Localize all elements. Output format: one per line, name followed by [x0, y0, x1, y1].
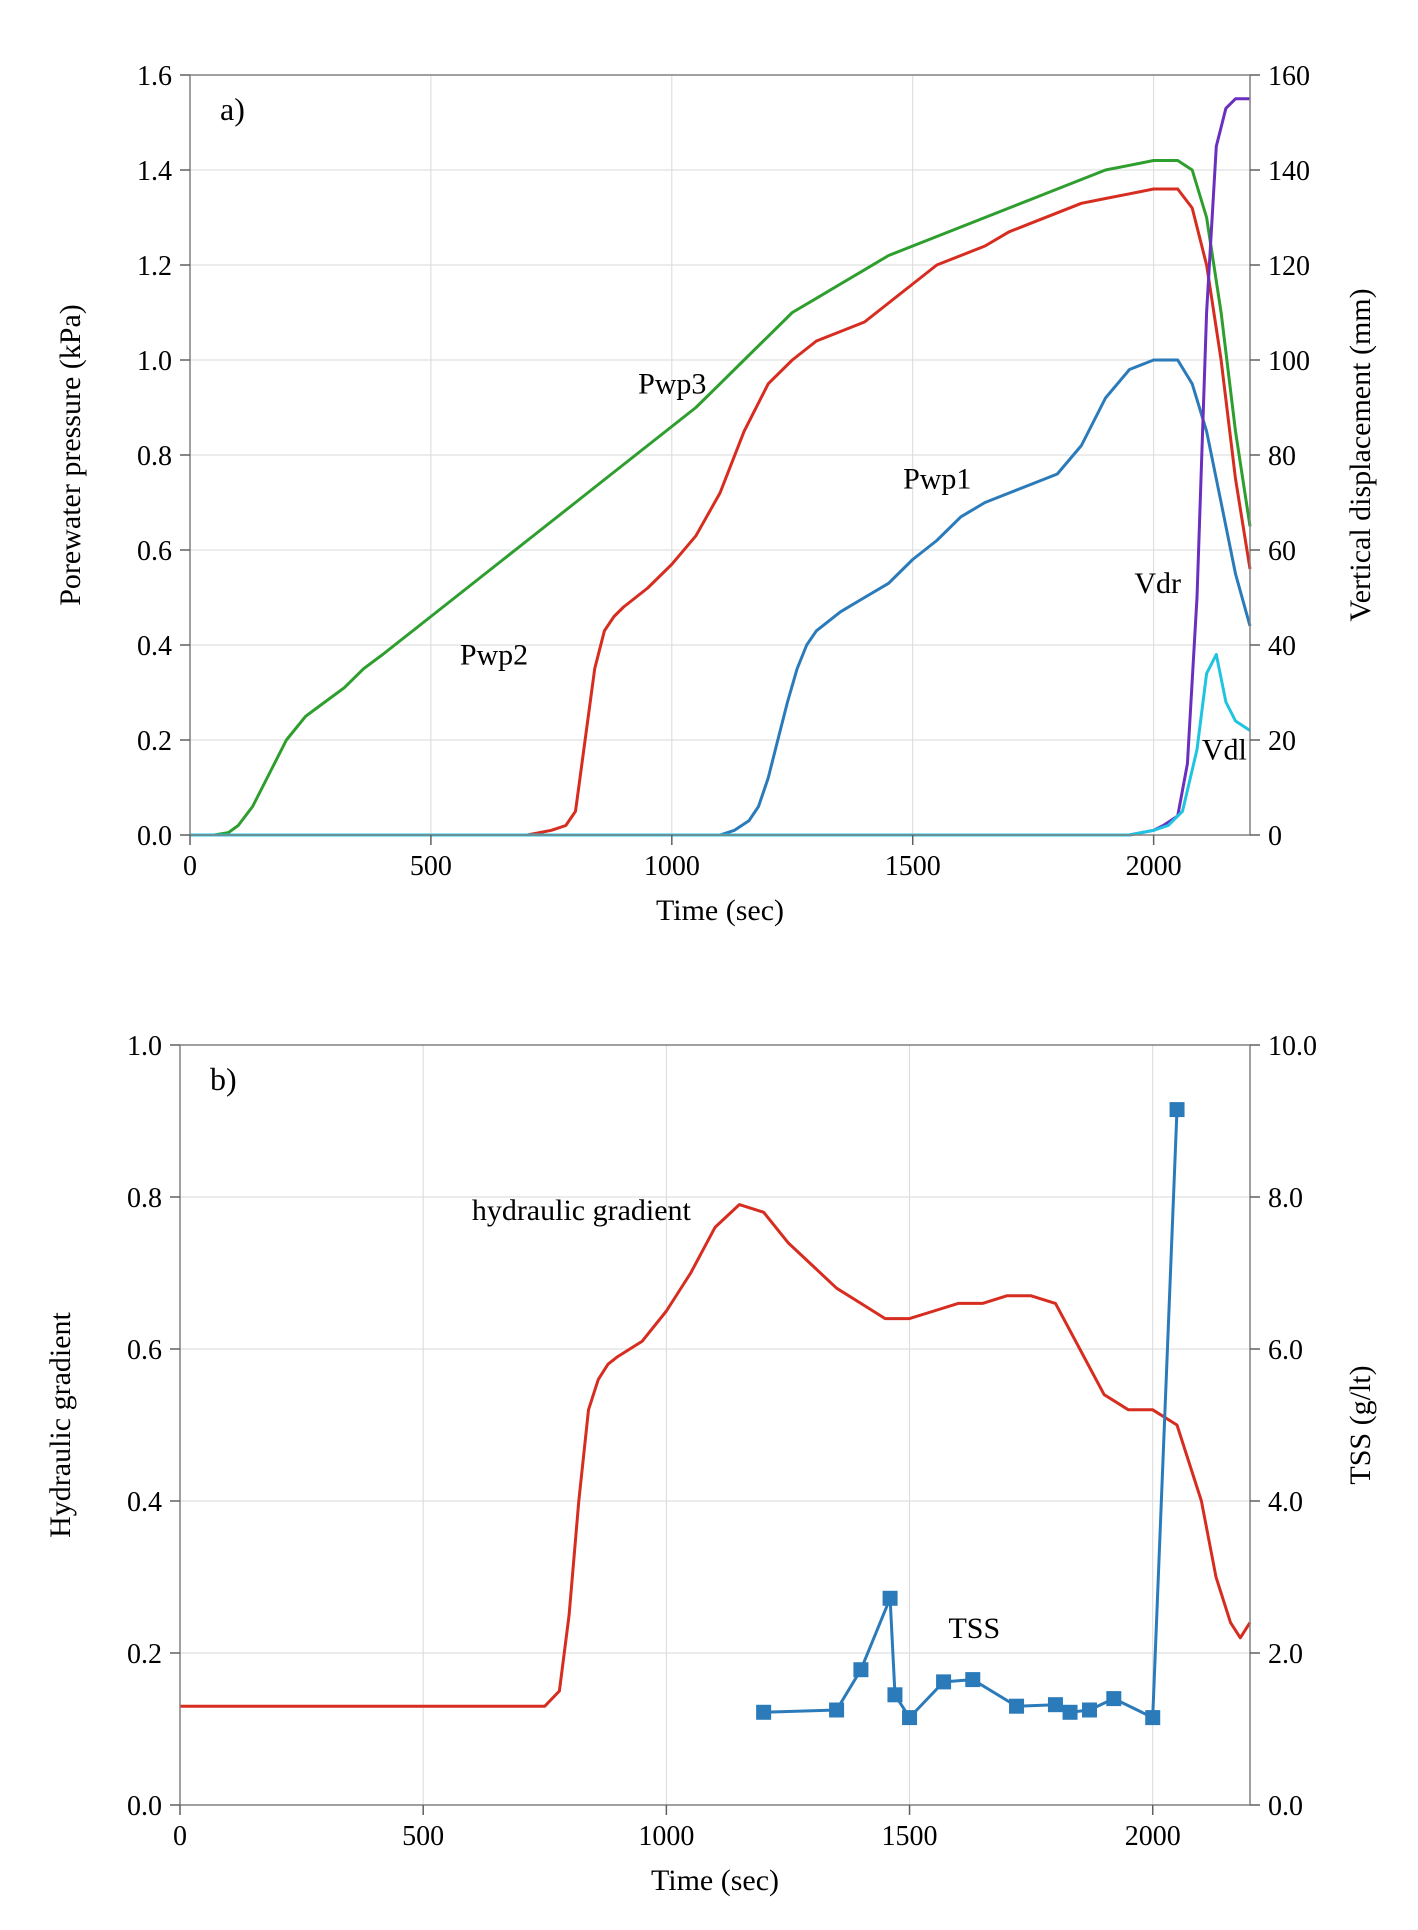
y-left-tick-label: 0.8	[137, 441, 172, 472]
plot-area	[180, 1045, 1250, 1805]
marker-TSS	[888, 1688, 902, 1702]
x-tick-label: 1000	[644, 851, 700, 882]
marker-TSS	[1146, 1711, 1160, 1725]
label-Pwp2: Pwp2	[460, 638, 528, 671]
y-right-tick-label: 60	[1268, 536, 1296, 567]
y-right-tick-label: 40	[1268, 631, 1296, 662]
marker-TSS	[830, 1703, 844, 1717]
marker-TSS	[966, 1673, 980, 1687]
y-left-tick-label: 0.6	[137, 536, 172, 567]
panel-label: b)	[210, 1061, 237, 1097]
y-left-tick-label: 1.0	[127, 1031, 162, 1062]
y-left-tick-label: 0.8	[127, 1183, 162, 1214]
y-right-axis-label: TSS (g/lt)	[1344, 1365, 1377, 1484]
x-axis-label: Time (sec)	[656, 894, 784, 927]
marker-TSS	[1170, 1103, 1184, 1117]
x-tick-label: 1000	[638, 1821, 694, 1852]
marker-TSS	[903, 1711, 917, 1725]
y-right-tick-label: 8.0	[1268, 1183, 1303, 1214]
x-tick-label: 500	[410, 851, 452, 882]
label-hydraulic_gradient: hydraulic gradient	[472, 1194, 692, 1227]
x-tick-label: 2000	[1125, 1821, 1181, 1852]
x-tick-label: 2000	[1126, 851, 1182, 882]
y-left-axis-label: Porewater pressure (kPa)	[54, 304, 87, 606]
y-right-tick-label: 10.0	[1268, 1031, 1317, 1062]
x-axis-label: Time (sec)	[651, 1864, 779, 1897]
y-left-ticks: 0.0 0.2 0.4 0.6 0.8 1.0 1.2 1.4 1.6	[137, 61, 190, 852]
label-Vdl: Vdl	[1202, 733, 1247, 766]
y-right-axis-label: Vertical displacement (mm)	[1344, 288, 1377, 621]
y-right-tick-label: 0	[1268, 821, 1282, 852]
y-left-tick-label: 1.4	[137, 156, 172, 187]
marker-TSS	[1048, 1698, 1062, 1712]
x-tick-label: 0	[183, 851, 197, 882]
panel-label: a)	[220, 91, 245, 127]
marker-TSS	[1063, 1705, 1077, 1719]
marker-TSS	[1107, 1692, 1121, 1706]
y-left-tick-label: 1.0	[137, 346, 172, 377]
label-TSS: TSS	[948, 1612, 1000, 1645]
y-right-tick-label: 120	[1268, 251, 1310, 282]
marker-TSS	[854, 1663, 868, 1677]
y-right-tick-label: 140	[1268, 156, 1310, 187]
y-left-tick-label: 0.4	[127, 1487, 162, 1518]
y-left-tick-label: 1.6	[137, 61, 172, 92]
y-right-tick-label: 4.0	[1268, 1487, 1303, 1518]
label-Vdr: Vdr	[1134, 567, 1181, 600]
y-left-tick-label: 0.2	[137, 726, 172, 757]
marker-TSS	[1083, 1703, 1097, 1717]
y-left-axis-label: Hydraulic gradient	[44, 1311, 77, 1537]
marker-TSS	[883, 1591, 897, 1605]
marker-TSS	[937, 1675, 951, 1689]
y-right-ticks: 0 20 40 60 80 100 120 140 160	[1250, 61, 1310, 852]
y-left-tick-label: 1.2	[137, 251, 172, 282]
x-tick-label: 1500	[882, 1821, 938, 1852]
x-tick-label: 0	[173, 1821, 187, 1852]
panel-a-svg: Pwp3Pwp2Pwp1VdrVdl0500100015002000Time (…	[20, 20, 1398, 940]
panel-b-svg: hydraulic gradient TSS 0 500 1000 1500 2000 Tim…	[20, 990, 1398, 1910]
y-right-tick-label: 100	[1268, 346, 1310, 377]
y-right-tick-label: 0.0	[1268, 1791, 1303, 1822]
label-Pwp1: Pwp1	[903, 462, 971, 495]
label-Pwp3: Pwp3	[638, 367, 706, 400]
marker-TSS	[1010, 1699, 1024, 1713]
figure-container: Pwp3Pwp2Pwp1VdrVdl0500100015002000Time (…	[20, 20, 1398, 1910]
y-right-tick-label: 2.0	[1268, 1639, 1303, 1670]
marker-TSS	[757, 1705, 771, 1719]
y-left-ticks: 0.0 0.2 0.4 0.6 0.8 1.0	[127, 1031, 180, 1822]
x-tick-label: 500	[402, 1821, 444, 1852]
y-right-ticks: 0.0 2.0 4.0 6.0 8.0 10.0	[1250, 1031, 1317, 1822]
y-right-tick-label: 6.0	[1268, 1335, 1303, 1366]
y-left-tick-label: 0.4	[137, 631, 172, 662]
y-left-tick-label: 0.0	[127, 1791, 162, 1822]
y-left-tick-label: 0.6	[127, 1335, 162, 1366]
y-right-tick-label: 20	[1268, 726, 1296, 757]
x-ticks: 0 500 1000 1500 2000	[173, 1805, 1181, 1852]
y-left-tick-label: 0.0	[137, 821, 172, 852]
y-right-tick-label: 160	[1268, 61, 1310, 92]
x-tick-label: 1500	[885, 851, 941, 882]
x-ticks: 0 500 1000 1500 2000	[183, 835, 1182, 882]
y-left-tick-label: 0.2	[127, 1639, 162, 1670]
y-right-tick-label: 80	[1268, 441, 1296, 472]
